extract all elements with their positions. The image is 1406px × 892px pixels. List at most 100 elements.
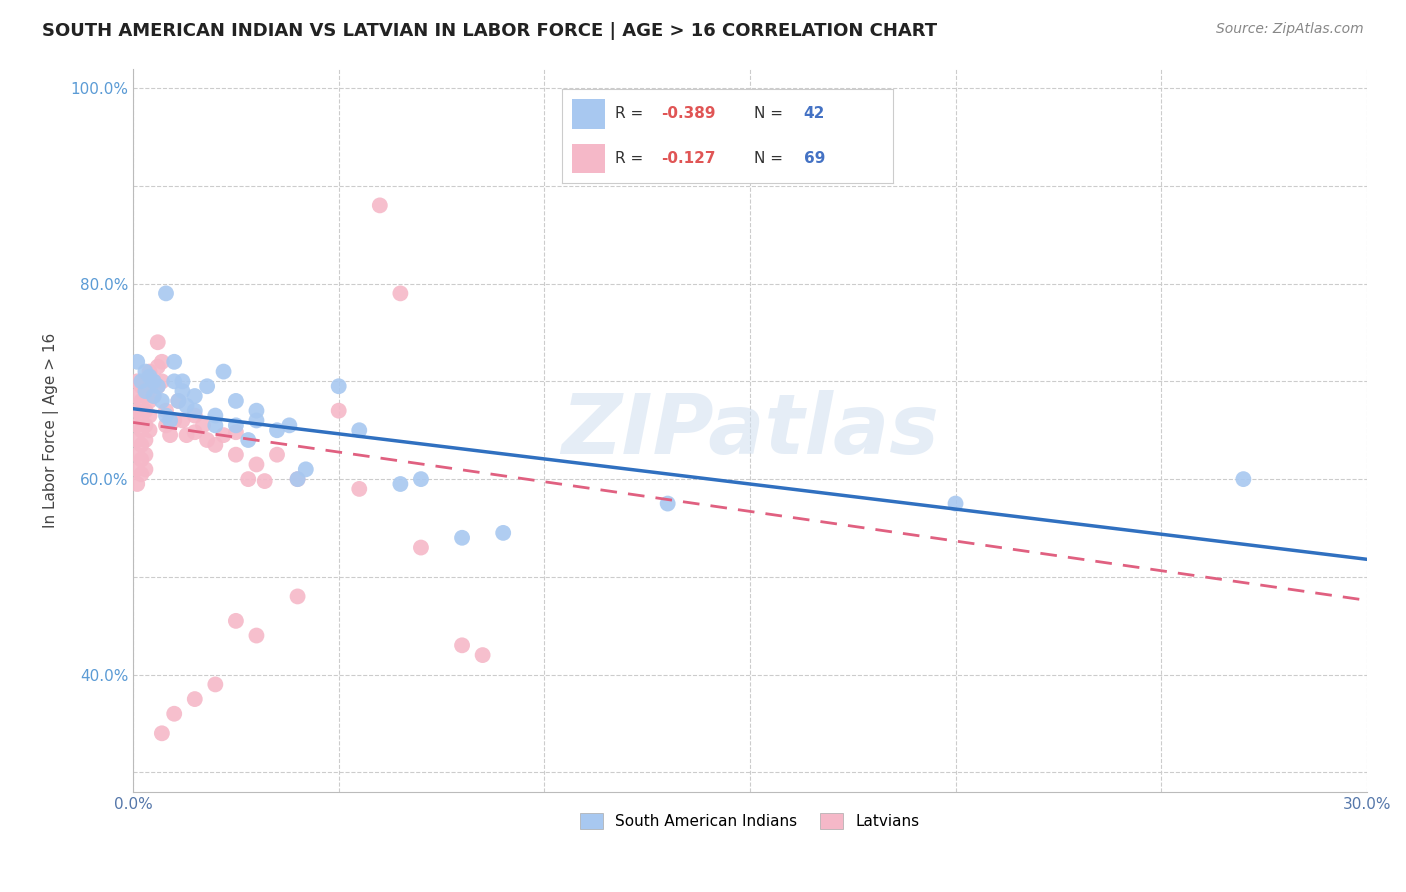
Point [146,379,169,393]
Text: R =: R = [616,106,648,121]
Point [134,433,156,447]
Text: ZIPatlas: ZIPatlas [561,390,939,471]
Point [245,628,267,642]
Point [409,541,432,555]
Point [184,403,207,417]
Point [159,413,181,427]
Point [328,379,350,393]
Point [184,692,207,706]
Point [163,706,186,721]
Point [204,409,226,423]
Point [172,384,194,398]
Point [451,531,474,545]
Point [287,472,309,486]
Point [245,458,267,472]
Point [142,375,165,389]
Point [131,438,153,452]
Point [150,355,173,369]
Point [349,423,371,437]
Point [146,359,169,374]
Text: 69: 69 [804,151,825,166]
Point [238,472,260,486]
Point [142,389,165,403]
Point [225,418,247,433]
Point [409,472,432,486]
Point [131,375,153,389]
Point [184,425,207,440]
Legend: South American Indians, Latvians: South American Indians, Latvians [574,806,925,835]
Point [184,389,207,403]
Text: 42: 42 [804,106,825,121]
Point [191,418,214,433]
Point [172,413,194,427]
Point [146,335,169,350]
Point [287,472,309,486]
Point [225,393,247,408]
Point [134,375,156,389]
Point [138,379,160,393]
Point [278,418,301,433]
FancyBboxPatch shape [572,144,606,173]
Point [389,477,412,491]
Point [195,379,218,393]
Point [204,677,226,691]
Point [127,375,149,389]
Point [146,379,169,393]
Point [127,448,149,462]
Point [131,379,153,393]
Point [253,474,276,488]
Point [212,365,235,379]
Text: N =: N = [754,151,787,166]
Point [127,389,149,403]
Point [138,423,160,437]
Point [451,638,474,652]
Point [142,389,165,403]
Point [159,428,181,442]
Point [294,462,316,476]
Point [134,403,156,417]
Point [163,413,186,427]
Point [245,403,267,417]
Point [266,448,288,462]
Point [155,286,177,301]
Point [155,418,177,433]
Point [176,428,198,442]
Point [389,286,412,301]
Point [150,375,173,389]
Point [328,403,350,417]
Point [225,425,247,440]
Point [204,438,226,452]
Point [131,409,153,423]
Text: N =: N = [754,106,787,121]
Point [266,423,288,437]
Point [131,467,153,482]
Point [138,369,160,384]
Text: SOUTH AMERICAN INDIAN VS LATVIAN IN LABOR FORCE | AGE > 16 CORRELATION CHART: SOUTH AMERICAN INDIAN VS LATVIAN IN LABO… [42,22,938,40]
Point [163,375,186,389]
Point [155,403,177,417]
Point [287,590,309,604]
Point [131,452,153,467]
Point [150,393,173,408]
Point [167,393,190,408]
Point [349,482,371,496]
Point [155,409,177,423]
Point [134,365,156,379]
Point [138,409,160,423]
Point [134,448,156,462]
Point [131,423,153,437]
Point [150,726,173,740]
Point [184,409,207,423]
Point [134,418,156,433]
Point [204,418,226,433]
Point [657,497,679,511]
Point [142,375,165,389]
Point [212,428,235,442]
Point [176,399,198,413]
Point [127,477,149,491]
Point [1232,472,1254,486]
Point [134,384,156,398]
Point [195,433,218,447]
Point [127,355,149,369]
Point [127,418,149,433]
